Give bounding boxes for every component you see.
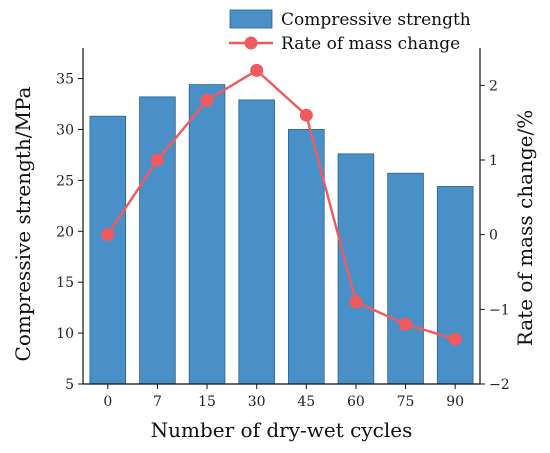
bar-75 (387, 172, 424, 385)
line-series-group (101, 63, 462, 346)
bar-30 (238, 99, 275, 385)
ticks-group: 0 7 15 30 45 60 75 90 5 10 15 20 25 30 35 −2 −1 0 1 2 (56, 72, 509, 410)
point-0 (101, 228, 115, 242)
legend-swatch-mass-change-marker (244, 36, 258, 50)
legend-label-mass-change: Rate of mass change (281, 34, 460, 54)
y-axis-title: Compressive strength/MPa (11, 86, 35, 361)
point-7 (150, 153, 164, 167)
y-tick-label-15: 15 (56, 275, 74, 291)
x-tick-label-15: 15 (198, 394, 216, 410)
x-axis-title: Number of dry-wet cycles (151, 418, 413, 442)
bar-0 (89, 115, 127, 385)
y2-tick-label-2: 2 (489, 78, 498, 94)
legend-label-compressive-strength: Compressive strength (281, 10, 471, 30)
bar-45 (288, 129, 325, 385)
y2-axis-title: Rate of mass change/% (513, 110, 537, 347)
x-tick-label-60: 60 (347, 394, 365, 410)
y-tick-label-10: 10 (56, 326, 74, 342)
x-tick-label-75: 75 (397, 394, 415, 410)
point-30 (250, 63, 264, 77)
bar-60 (337, 153, 375, 385)
bar-7 (139, 96, 176, 385)
y-tick-label-35: 35 (56, 72, 74, 88)
y2-tick-label--2: −2 (489, 377, 510, 393)
mass-change-line (106, 68, 456, 341)
bar-series-group (89, 84, 474, 385)
bar-15 (188, 84, 226, 385)
y-tick-label-30: 30 (56, 122, 74, 138)
x-tick-label-90: 90 (446, 394, 464, 410)
point-15 (200, 93, 214, 107)
point-90 (448, 332, 462, 346)
point-60 (349, 295, 363, 309)
y2-tick-label-0: 0 (489, 228, 498, 244)
bar-90 (436, 186, 474, 385)
y2-tick-label--1: −1 (489, 302, 510, 318)
point-45 (299, 108, 313, 122)
x-tick-label-45: 45 (297, 394, 315, 410)
x-tick-label-7: 7 (153, 394, 162, 410)
legend: Compressive strength Rate of mass change (229, 9, 471, 54)
axes-group (82, 48, 481, 385)
point-75 (399, 317, 413, 331)
y-tick-label-20: 20 (56, 224, 74, 240)
y2-tick-label-1: 1 (489, 153, 498, 169)
legend-swatch-compressive-strength (229, 9, 273, 29)
y-tick-label-5: 5 (65, 377, 74, 393)
x-tick-label-0: 0 (103, 394, 112, 410)
x-tick-label-30: 30 (248, 394, 266, 410)
y-tick-label-25: 25 (56, 173, 74, 189)
